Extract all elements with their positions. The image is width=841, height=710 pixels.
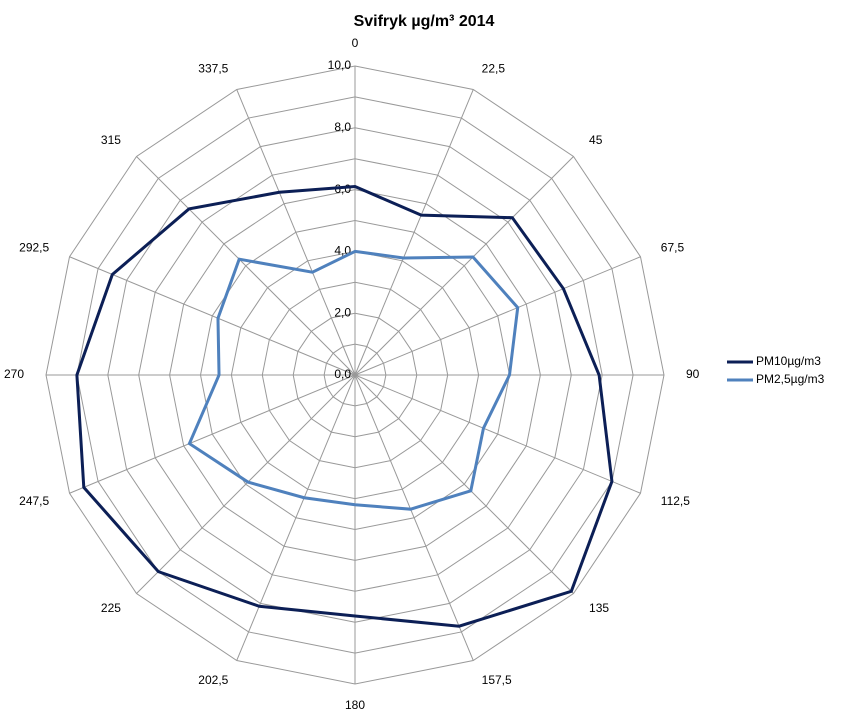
category-label: 90	[686, 367, 700, 381]
category-label: 112,5	[661, 494, 690, 508]
r-tick-label: 10,0	[328, 58, 352, 72]
category-label: 22,5	[482, 61, 506, 75]
legend-label: PM10µg/m3	[756, 354, 821, 368]
spoke	[69, 256, 356, 376]
spoke	[354, 89, 474, 376]
category-label: 0	[352, 36, 359, 50]
series-line	[187, 249, 520, 511]
category-label: 202,5	[198, 673, 228, 687]
spoke	[354, 256, 641, 376]
category-label: 292,5	[19, 241, 49, 255]
category-label: 337,5	[198, 61, 228, 75]
spoke	[69, 374, 356, 494]
r-tick-label: 2,0	[334, 305, 351, 319]
r-tick-label: 0,0	[334, 367, 351, 381]
category-label: 157,5	[482, 673, 512, 687]
series-line	[75, 184, 614, 628]
category-label: 135	[589, 601, 609, 615]
spoke	[354, 374, 641, 494]
chart-title: Svifryk µg/m³ 2014	[354, 13, 495, 30]
category-label: 247,5	[19, 494, 49, 508]
spoke	[236, 89, 356, 376]
category-label: 67,5	[661, 241, 685, 255]
category-label: 270	[4, 367, 24, 381]
r-tick-label: 8,0	[334, 120, 351, 134]
spoke	[354, 156, 574, 376]
spoke	[354, 374, 574, 594]
category-label: 315	[101, 133, 121, 147]
spoke	[236, 374, 356, 661]
legend-label: PM2,5µg/m3	[756, 372, 825, 386]
spoke	[136, 374, 356, 594]
category-label: 225	[101, 601, 121, 615]
category-label: 180	[345, 698, 365, 710]
spoke	[354, 374, 474, 661]
category-label: 45	[589, 133, 603, 147]
spoke	[136, 156, 356, 376]
